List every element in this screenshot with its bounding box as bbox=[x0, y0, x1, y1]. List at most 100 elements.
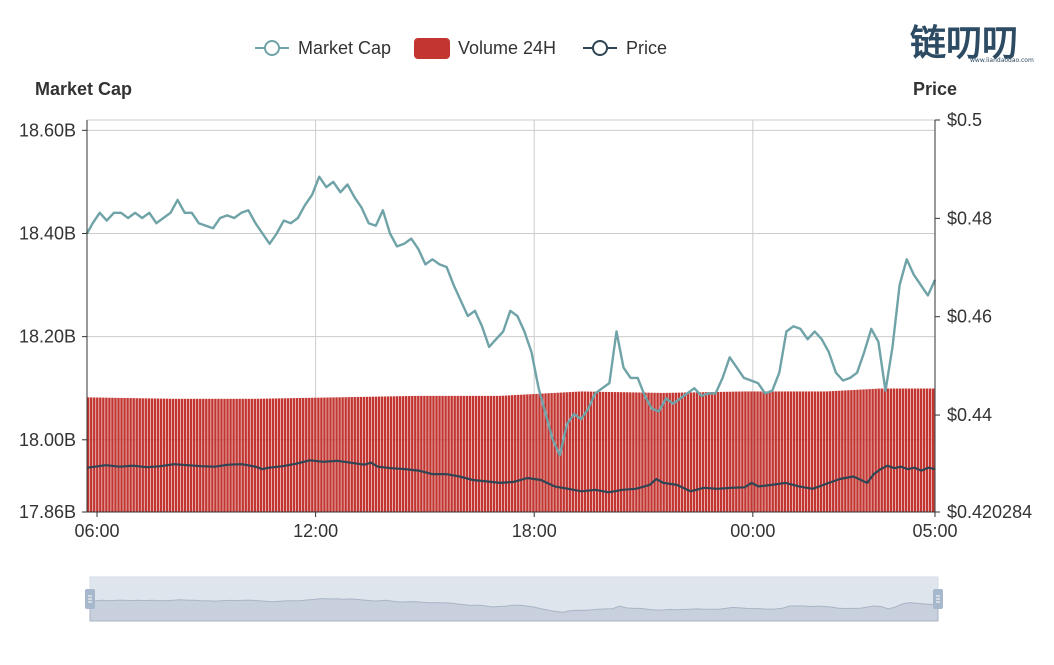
volume-bar bbox=[629, 392, 632, 512]
volume-bar bbox=[762, 391, 765, 512]
volume-bar bbox=[716, 391, 720, 512]
legend-item-price[interactable]: Price bbox=[583, 38, 667, 58]
volume-bar bbox=[99, 397, 102, 512]
volume-bar bbox=[735, 391, 738, 512]
volume-bar bbox=[405, 396, 408, 512]
volume-bar bbox=[268, 398, 272, 512]
volume-bar bbox=[323, 397, 326, 512]
volume-bar bbox=[283, 398, 287, 512]
volume-bar bbox=[286, 398, 290, 512]
volume-bar bbox=[480, 395, 484, 512]
volume-bar bbox=[471, 395, 475, 512]
volume-bar bbox=[662, 392, 665, 512]
volume-bar bbox=[220, 398, 223, 512]
volume-bar bbox=[444, 395, 447, 512]
volume-bar bbox=[580, 391, 584, 512]
volume-bar bbox=[613, 392, 617, 512]
volume-bar bbox=[102, 397, 105, 512]
volume-bar bbox=[538, 393, 541, 512]
data-zoom-shadow-line bbox=[89, 597, 939, 622]
volume-bar bbox=[750, 391, 753, 512]
volume-bar bbox=[492, 395, 496, 512]
data-zoom-handle-left[interactable] bbox=[85, 589, 95, 609]
volume-bar bbox=[847, 390, 850, 512]
volume-bar bbox=[435, 395, 438, 512]
legend-item-market-cap[interactable]: Market Cap bbox=[255, 38, 391, 58]
volume-bar bbox=[126, 398, 129, 512]
volume-bar bbox=[377, 396, 381, 512]
series-lines bbox=[85, 175, 937, 494]
volume-bar bbox=[371, 396, 375, 512]
volume-bar bbox=[105, 397, 108, 512]
data-zoom-handle-right[interactable] bbox=[933, 589, 943, 609]
volume-bar bbox=[489, 395, 493, 512]
volume-bar bbox=[520, 394, 523, 512]
volume-bar bbox=[686, 392, 690, 512]
volume-bar bbox=[383, 396, 387, 512]
volume-bar bbox=[583, 391, 587, 512]
volume-bar bbox=[365, 396, 369, 512]
volume-bar bbox=[177, 398, 181, 512]
volume-bar bbox=[898, 388, 902, 512]
volume-bar bbox=[635, 392, 638, 512]
volume-bar bbox=[462, 395, 465, 512]
volume-bar bbox=[274, 398, 278, 512]
volume-bar bbox=[429, 395, 432, 512]
volume-bar bbox=[120, 397, 123, 512]
legend-market-cap-symbol bbox=[264, 40, 280, 56]
volume-bar bbox=[550, 393, 553, 512]
volume-bar bbox=[395, 396, 399, 512]
volume-bar bbox=[623, 392, 626, 512]
volume-bar bbox=[677, 392, 680, 512]
left-axis-tick-label: 18.00B bbox=[19, 430, 76, 450]
legend-volume-swatch bbox=[414, 38, 450, 59]
volume-bar bbox=[592, 391, 596, 512]
volume-bar bbox=[386, 396, 390, 512]
volume-bar bbox=[822, 391, 826, 512]
volume-bar bbox=[659, 392, 662, 512]
left-axis-tick-label: 17.86B bbox=[19, 502, 76, 522]
volume-bar bbox=[862, 389, 865, 512]
volume-bar bbox=[93, 397, 96, 512]
volume-bar bbox=[380, 396, 384, 512]
volume-bar bbox=[507, 395, 511, 512]
volume-bar bbox=[674, 392, 677, 512]
volume-bar bbox=[925, 388, 929, 512]
volume-bar bbox=[610, 392, 614, 512]
watermark-logo: 链叨叨 www.liandaodao.com bbox=[910, 23, 1034, 64]
volume-bar bbox=[710, 392, 714, 512]
volume-bar bbox=[189, 398, 193, 512]
volume-bar bbox=[208, 398, 211, 512]
volume-bar bbox=[144, 398, 147, 512]
volume-bar bbox=[547, 393, 550, 512]
volume-bar bbox=[523, 394, 526, 512]
volume-bar bbox=[577, 391, 581, 512]
volume-bar bbox=[202, 398, 205, 512]
legend-item-volume[interactable]: Volume 24H bbox=[414, 38, 556, 59]
volume-bar bbox=[447, 395, 450, 512]
volume-bar bbox=[474, 395, 478, 512]
volume-bar bbox=[753, 391, 756, 512]
volume-bar bbox=[626, 392, 629, 512]
volume-bar bbox=[562, 392, 565, 512]
volume-bar bbox=[344, 397, 347, 512]
volume-bar bbox=[141, 398, 144, 512]
volume-bar bbox=[786, 391, 790, 512]
volume-bar bbox=[641, 392, 644, 512]
data-zoom-slider[interactable] bbox=[85, 576, 943, 622]
volume-bar bbox=[780, 391, 783, 512]
volume-bar bbox=[483, 395, 487, 512]
volume-bar bbox=[671, 392, 674, 512]
volume-bar bbox=[835, 390, 838, 512]
left-axis-name: Market Cap bbox=[35, 79, 132, 99]
volume-bar bbox=[235, 398, 238, 512]
volume-bar bbox=[193, 398, 196, 512]
volume-bar bbox=[732, 391, 735, 512]
volume-bar bbox=[432, 395, 435, 512]
volume-bar bbox=[299, 398, 302, 512]
volume-bar bbox=[568, 392, 571, 512]
volume-bar bbox=[271, 398, 275, 512]
volume-bar bbox=[789, 391, 793, 512]
volume-bar bbox=[90, 397, 93, 512]
